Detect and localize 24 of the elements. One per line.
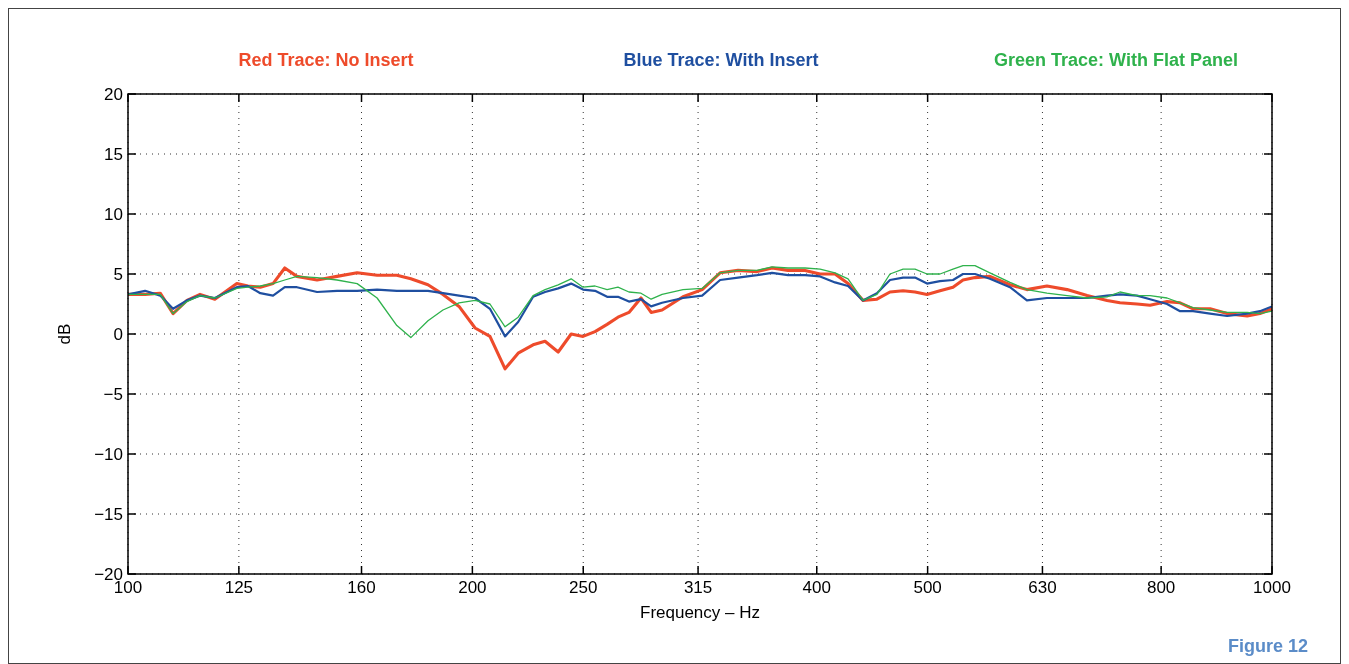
x-tick-label: 400 xyxy=(802,578,831,597)
caption: Figure 12 xyxy=(1227,636,1308,656)
x-tick-label: 1000 xyxy=(1253,578,1291,597)
x-tick-label: 800 xyxy=(1146,578,1176,597)
y-tick-label: 15 xyxy=(104,145,123,164)
text: Green Trace: With Flat Panel xyxy=(994,50,1238,70)
x-axis-title: Frequency – Hz xyxy=(640,603,760,622)
text: Red Trace: No Insert xyxy=(238,50,414,70)
y-tick-label: 0 xyxy=(113,325,123,344)
y-tick-label: −5 xyxy=(103,385,123,404)
x-tick-label: 315 xyxy=(683,578,713,597)
x-tick-label: 500 xyxy=(913,578,942,597)
x-tick-label: 200 xyxy=(458,578,487,597)
y-tick-label: 20 xyxy=(104,85,123,104)
x-tick-label: 630 xyxy=(1028,578,1057,597)
x-tick-label: 160 xyxy=(347,578,376,597)
x-tick-label: 125 xyxy=(224,578,254,597)
y-tick-label: 10 xyxy=(104,205,123,224)
y-tick-label: −10 xyxy=(94,445,123,464)
y-tick-label: −15 xyxy=(94,505,123,524)
text: Blue Trace: With Insert xyxy=(623,50,819,70)
y-tick-label: 5 xyxy=(113,265,123,284)
x-tick-label: 250 xyxy=(569,578,598,597)
y-axis-title: dB xyxy=(55,323,74,345)
